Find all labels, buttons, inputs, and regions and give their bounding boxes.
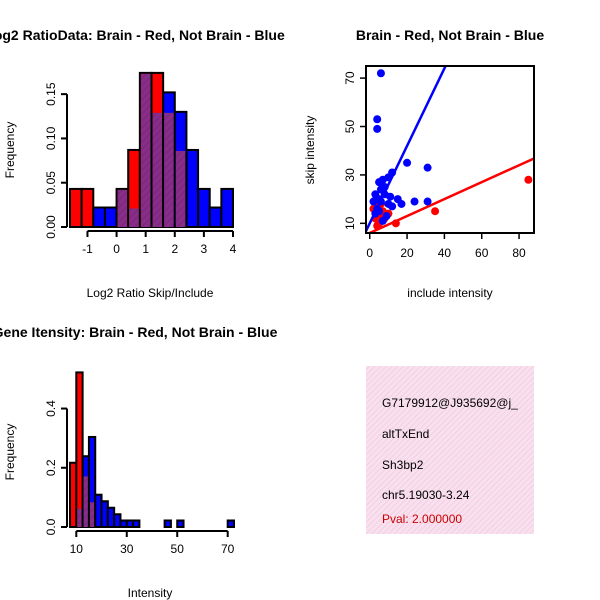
intensity-overlap-hatch xyxy=(77,508,82,527)
ratio-histogram: Log2 RatioData: Brain - Red, Not Brain -… xyxy=(0,27,285,300)
intensity-histogram-title: Gene Itensity: Brain - Red, Not Brain - … xyxy=(0,324,278,340)
ratio-xtick-label: -1 xyxy=(82,242,93,256)
gene-name: Sh3bp2 xyxy=(382,458,424,472)
ratio-xtick-label: 0 xyxy=(113,242,120,256)
scatter-xtick-label: 0 xyxy=(366,246,373,260)
scatter-xtick-label: 80 xyxy=(512,246,526,260)
ratio-overlap-hatch xyxy=(175,150,186,227)
scatter-xtick-label: 20 xyxy=(400,246,414,260)
genomic-location: chr5.19030-3.24 xyxy=(382,488,470,502)
intensity-bar-not-brain xyxy=(163,519,172,529)
p-value: Pval: 2.000000 xyxy=(382,512,462,526)
ratio-bar-brain xyxy=(69,187,83,229)
intensity-xtick-label: 50 xyxy=(171,542,185,556)
not-brain-point xyxy=(369,197,378,206)
scatter-title: Brain - Red, Not Brain - Blue xyxy=(356,27,544,43)
intensity-xtick-label: 30 xyxy=(120,542,134,556)
ratio-overlap-hatch xyxy=(140,73,151,227)
ratio-xtick-label: 2 xyxy=(171,242,178,256)
ratio-bar-not-brain xyxy=(185,148,200,228)
intensity-scatter: Brain - Red, Not Brain - Blue 0 20 40 60 80 1… xyxy=(303,27,544,300)
ratio-histogram-axes: 0.00 0.05 0.10 0.15 -1 0 1 2 3 4 xyxy=(44,82,237,256)
scatter-ylabel: skip intensity xyxy=(303,116,317,185)
not-brain-point xyxy=(410,197,419,206)
intensity-bar-not-brain xyxy=(132,519,141,529)
scatter-xtick-label: 60 xyxy=(475,246,489,260)
intensity-overlap-hatch xyxy=(83,476,88,527)
intensity-histogram: Gene Itensity: Brain - Red, Not Brain - … xyxy=(0,324,278,600)
scatter-xtick-label: 40 xyxy=(438,246,452,260)
brain-point xyxy=(524,175,533,184)
intensity-histogram-bars xyxy=(69,371,235,529)
ratio-bar-not-brain xyxy=(208,206,223,228)
ratio-bar-not-brain xyxy=(103,206,118,228)
ratio-histogram-bars xyxy=(69,71,235,229)
scatter-ytick-label: 70 xyxy=(343,71,357,85)
intensity-histogram-ylabel: Frequency xyxy=(3,424,17,481)
ratio-bar-brain xyxy=(80,187,95,229)
not-brain-point xyxy=(376,69,385,78)
brain-point xyxy=(431,207,440,216)
ratio-histogram-title: Log2 RatioData: Brain - Red, Not Brain -… xyxy=(0,27,285,43)
ratio-bar-not-brain xyxy=(220,187,235,229)
ratio-overlap-hatch xyxy=(152,112,163,227)
ratio-histogram-xlabel: Log2 Ratio Skip/Include xyxy=(87,286,214,300)
not-brain-point xyxy=(423,197,432,206)
ratio-bar-not-brain xyxy=(197,187,211,229)
ratio-overlap-hatch xyxy=(164,112,174,227)
scatter-data xyxy=(366,66,534,233)
intensity-histogram-xlabel: Intensity xyxy=(128,586,173,600)
not-brain-point xyxy=(375,178,384,187)
intensity-overlap-hatch xyxy=(89,502,95,527)
ratio-ytick-label: 0.10 xyxy=(44,126,58,150)
not-brain-fit-line xyxy=(366,66,447,232)
not-brain-point xyxy=(378,216,387,225)
not-brain-point xyxy=(423,163,432,172)
ratio-xtick-label: 1 xyxy=(142,242,149,256)
not-brain-point xyxy=(373,115,382,124)
event-info-panel: G7179912@J935692@j_ altTxEnd Sh3bp2 chr5… xyxy=(366,366,534,534)
not-brain-point xyxy=(376,185,385,194)
ratio-ytick-label: 0.15 xyxy=(44,82,58,106)
brain-fit-line xyxy=(366,157,534,233)
ratio-ytick-label: 0.05 xyxy=(44,171,58,195)
not-brain-point xyxy=(393,195,402,204)
intensity-ytick-label: 0.0 xyxy=(44,518,58,535)
intensity-histogram-axes: 0.0 0.2 0.4 10 30 50 70 xyxy=(44,400,235,556)
ratio-histogram-ylabel: Frequency xyxy=(3,122,17,179)
event-type: altTxEnd xyxy=(382,427,429,441)
intensity-xtick-label: 10 xyxy=(70,542,84,556)
ratio-ytick-label: 0.00 xyxy=(44,215,58,239)
not-brain-point xyxy=(403,158,412,167)
ratio-xtick-label: 4 xyxy=(230,242,237,256)
scatter-ytick-label: 30 xyxy=(343,168,357,182)
scatter-frame xyxy=(365,65,535,234)
scatter-xlabel: include intensity xyxy=(407,286,492,300)
event-id: G7179912@J935692@j_ xyxy=(382,396,518,410)
not-brain-point xyxy=(386,192,395,201)
ratio-bar-not-brain xyxy=(92,206,106,228)
not-brain-point xyxy=(373,124,382,133)
intensity-xtick-label: 70 xyxy=(221,542,235,556)
intensity-ytick-label: 0.4 xyxy=(44,400,58,417)
ratio-overlap-hatch xyxy=(117,189,128,227)
intensity-bar-not-brain xyxy=(176,519,185,529)
scatter-plot-area: 0 20 40 60 80 10 30 50 70 xyxy=(343,65,535,260)
scatter-ytick-label: 50 xyxy=(343,120,357,134)
not-brain-point xyxy=(388,202,397,211)
intensity-bar-not-brain xyxy=(226,519,235,529)
scatter-ytick-label: 10 xyxy=(343,216,357,230)
intensity-ytick-label: 0.2 xyxy=(44,459,58,476)
info-panel-background xyxy=(366,366,534,534)
ratio-overlap-hatch xyxy=(129,208,139,227)
ratio-xtick-label: 3 xyxy=(201,242,208,256)
